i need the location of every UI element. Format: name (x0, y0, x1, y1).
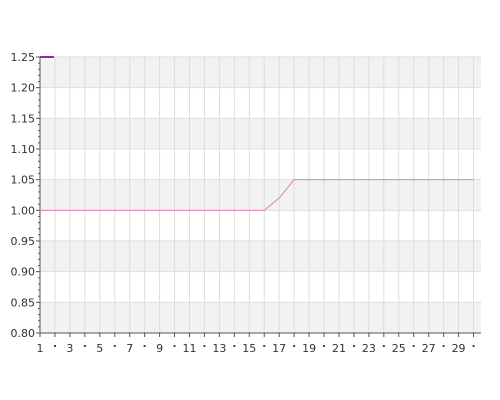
grid-band (40, 302, 481, 333)
x-tick-label: 3 (66, 342, 73, 355)
y-tick-label: 1.25 (11, 51, 36, 64)
chart-series (40, 179, 474, 211)
grid-band (40, 118, 481, 149)
chart-grid (39, 56, 481, 334)
grid-band (40, 57, 481, 88)
x-tick-dot (382, 345, 385, 347)
y-tick-label: 0.95 (11, 235, 36, 248)
y-tick-label: 1.15 (11, 112, 36, 125)
x-tick-dot (412, 345, 415, 347)
chart-axes (39, 57, 481, 334)
grid-band (40, 241, 481, 272)
x-tick-label: 21 (332, 342, 346, 355)
x-tick-dot (203, 345, 206, 347)
x-tick-label: 7 (126, 342, 133, 355)
x-tick-label: 13 (212, 342, 226, 355)
y-tick-label: 1.10 (11, 143, 36, 156)
x-tick-dot (173, 345, 176, 347)
x-tick-dot (263, 345, 266, 347)
y-tick-label: 1.00 (11, 204, 36, 217)
y-axis-ticks: 0.80 0.85 0.90 0.95 1.00 1.05 1.10 1.15 1.20 1.25 (11, 51, 40, 340)
x-tick-label: 9 (156, 342, 163, 355)
series-line (40, 179, 474, 211)
x-axis-ticks: 1 3 5 7 9 11 13 15 17 19 21 23 25 27 29 (37, 333, 475, 355)
x-tick-label: 23 (362, 342, 376, 355)
y-tick-label: 0.90 (11, 266, 36, 279)
x-tick-dot (293, 345, 296, 347)
x-tick-dot (442, 345, 445, 347)
y-tick-label: 0.85 (11, 296, 36, 309)
y-tick-label: 1.20 (11, 82, 36, 95)
y-tick-label: 0.80 (11, 327, 36, 340)
x-tick-dot (113, 345, 116, 347)
x-tick-label: 19 (302, 342, 316, 355)
x-tick-label: 17 (272, 342, 286, 355)
x-tick-dot (472, 345, 475, 347)
x-tick-dot (352, 345, 355, 347)
x-tick-label: 15 (242, 342, 256, 355)
x-tick-dot (143, 345, 146, 347)
x-tick-label: 11 (182, 342, 196, 355)
x-tick-label: 25 (392, 342, 406, 355)
x-tick-label: 5 (96, 342, 103, 355)
x-tick-label: 1 (37, 342, 44, 355)
x-tick-dot (53, 345, 56, 347)
x-tick-dot (233, 345, 236, 347)
x-tick-dot (83, 345, 86, 347)
x-tick-label: 27 (422, 342, 436, 355)
x-tick-label: 29 (452, 342, 466, 355)
x-tick-dot (323, 345, 326, 347)
y-tick-label: 1.05 (11, 174, 36, 187)
grid-band (40, 179, 481, 211)
chart-bands (40, 57, 481, 333)
